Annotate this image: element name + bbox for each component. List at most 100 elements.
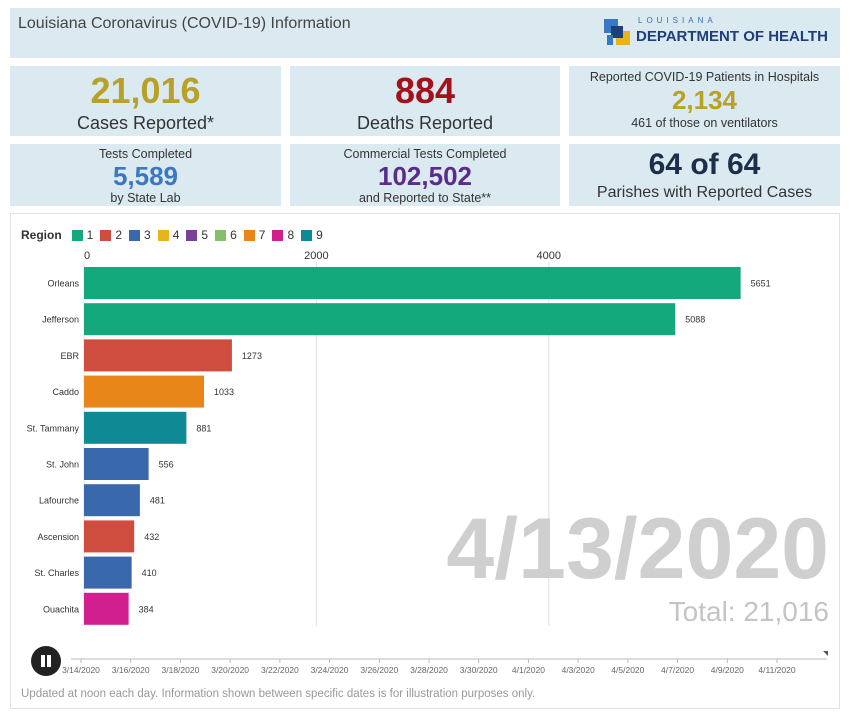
bar-st-john	[84, 448, 149, 480]
category-label: St. John	[46, 460, 79, 470]
tests-title: Tests Completed	[98, 147, 193, 161]
cases-label: Cases Reported*	[76, 113, 215, 133]
category-label: EBR	[60, 351, 79, 361]
timeline-date-label: 3/24/2020	[311, 665, 349, 674]
commercial-title: Commercial Tests Completed	[343, 147, 507, 161]
deaths-value: 884	[394, 70, 456, 111]
legend-label: 4	[172, 228, 180, 242]
value-label: 881	[196, 423, 211, 433]
timeline-date-label: 4/1/2020	[512, 665, 545, 674]
cases-value: 21,016	[90, 70, 201, 111]
category-label: Jefferson	[42, 315, 79, 325]
category-label: St. Tammany	[27, 423, 80, 433]
timeline-date-label: 3/18/2020	[162, 665, 200, 674]
value-label: 410	[142, 568, 157, 578]
category-label: Caddo	[52, 387, 79, 397]
bar-orleans	[84, 267, 741, 299]
timeline-date-label: 3/22/2020	[261, 665, 299, 674]
value-label: 1273	[242, 351, 262, 361]
timeline-date-label: 4/7/2020	[661, 665, 694, 674]
legend-label: 5	[201, 228, 209, 242]
legend-label: 8	[287, 228, 295, 242]
legend-swatch	[157, 229, 169, 241]
bar-ouachita	[84, 592, 129, 625]
legend-swatch	[100, 229, 112, 241]
value-label: 556	[159, 460, 174, 470]
x-tick-label: 2000	[304, 250, 328, 262]
header-bar: Louisiana Coronavirus (COVID-19) Informa…	[10, 8, 840, 58]
legend-swatch	[243, 229, 255, 241]
timeline-date-label: 4/3/2020	[562, 665, 595, 674]
timeline-date-label: 3/26/2020	[360, 665, 398, 674]
legend-items: 1 2 3 4 5 6 7 8 9	[71, 228, 330, 242]
legend-swatch	[272, 229, 284, 241]
timeline-date-label: 4/9/2020	[711, 665, 744, 674]
pause-icon	[41, 655, 45, 667]
pause-button[interactable]	[31, 646, 61, 676]
deaths-label: Deaths Reported	[356, 113, 494, 133]
legend-item-region-6: 6	[215, 228, 237, 242]
parishes-value: 64 of 64	[648, 148, 761, 181]
legend-title: Region	[21, 228, 62, 242]
pause-icon-bar	[47, 655, 51, 667]
timeline-handle	[823, 651, 828, 656]
ldh-cross-icon	[604, 19, 630, 45]
total-label: Total: 21,016	[669, 596, 829, 627]
legend-item-region-5: 5	[186, 228, 208, 242]
bar-caddo	[84, 375, 205, 408]
hospital-title: Reported COVID-19 Patients in Hospitals	[589, 70, 820, 84]
legend-item-region-3: 3	[129, 228, 151, 242]
tests-value: 5,589	[112, 161, 179, 191]
legend-item-region-1: 1	[71, 228, 94, 242]
timeline-date-label: 4/11/2020	[758, 665, 795, 674]
commercial-card: Commercial Tests Completed 102,502 and R…	[290, 144, 560, 206]
legend-swatch	[129, 229, 141, 241]
hospital-value: 2,134	[671, 85, 738, 115]
legend-swatch	[186, 229, 198, 241]
timeline-date-label: 3/30/2020	[460, 665, 498, 674]
legend-label: 7	[258, 228, 266, 242]
timeline-date-label: 3/14/2020	[62, 665, 100, 674]
parishes-card: 64 of 64 Parishes with Reported Cases	[569, 144, 840, 206]
value-label: 5088	[685, 315, 705, 325]
timeline-date-label: 3/16/2020	[112, 665, 150, 674]
timeline-date-label: 3/28/2020	[410, 665, 448, 674]
category-label: Orleans	[47, 279, 79, 289]
category-label: St. Charles	[34, 568, 79, 578]
legend-label: 6	[230, 228, 237, 242]
x-tick-label: 4000	[537, 250, 561, 262]
value-label: 1033	[214, 387, 234, 397]
logo-main-text: DEPARTMENT OF HEALTH	[636, 28, 828, 45]
tests-sub: by State Lab	[110, 191, 181, 205]
deaths-card: 884 Deaths Reported	[290, 66, 560, 136]
commercial-value: 102,502	[378, 161, 472, 191]
legend-item-region-9: 9	[301, 228, 323, 242]
logo-top-text: LOUISIANA	[638, 16, 717, 25]
page-title: Louisiana Coronavirus (COVID-19) Informa…	[18, 15, 351, 32]
legend-swatch	[301, 229, 313, 241]
legend-item-region-8: 8	[272, 228, 294, 242]
legend-label: 9	[316, 228, 323, 242]
category-label: Ascension	[37, 532, 79, 542]
value-label: 481	[150, 496, 165, 506]
bar-st-charles	[84, 556, 132, 589]
commercial-sub: and Reported to State**	[358, 191, 492, 205]
legend-item-region-7: 7	[243, 228, 266, 242]
timeline-date-label: 4/5/2020	[611, 665, 644, 674]
footer-note: Updated at noon each day. Information sh…	[21, 688, 536, 700]
bar-jefferson	[84, 303, 676, 336]
legend-label: 3	[144, 228, 151, 242]
category-label: Lafourche	[39, 496, 79, 506]
bar-st-tammany	[84, 411, 187, 444]
hospital-card: Reported COVID-19 Patients in Hospitals …	[569, 66, 840, 136]
legend-swatch	[215, 229, 227, 241]
cases-card: 21,016 Cases Reported*	[10, 66, 281, 136]
legend: Region 1 2 3 4 5 6 7 8 9	[21, 228, 330, 242]
tests-card: Tests Completed 5,589 by State Lab	[10, 144, 281, 206]
value-label: 5651	[751, 279, 771, 289]
current-date-label: 4/13/2020	[446, 501, 829, 597]
timeline-date-label: 3/20/2020	[211, 665, 249, 674]
legend-label: 1	[86, 228, 94, 242]
legend-item-region-2: 2	[100, 228, 122, 242]
